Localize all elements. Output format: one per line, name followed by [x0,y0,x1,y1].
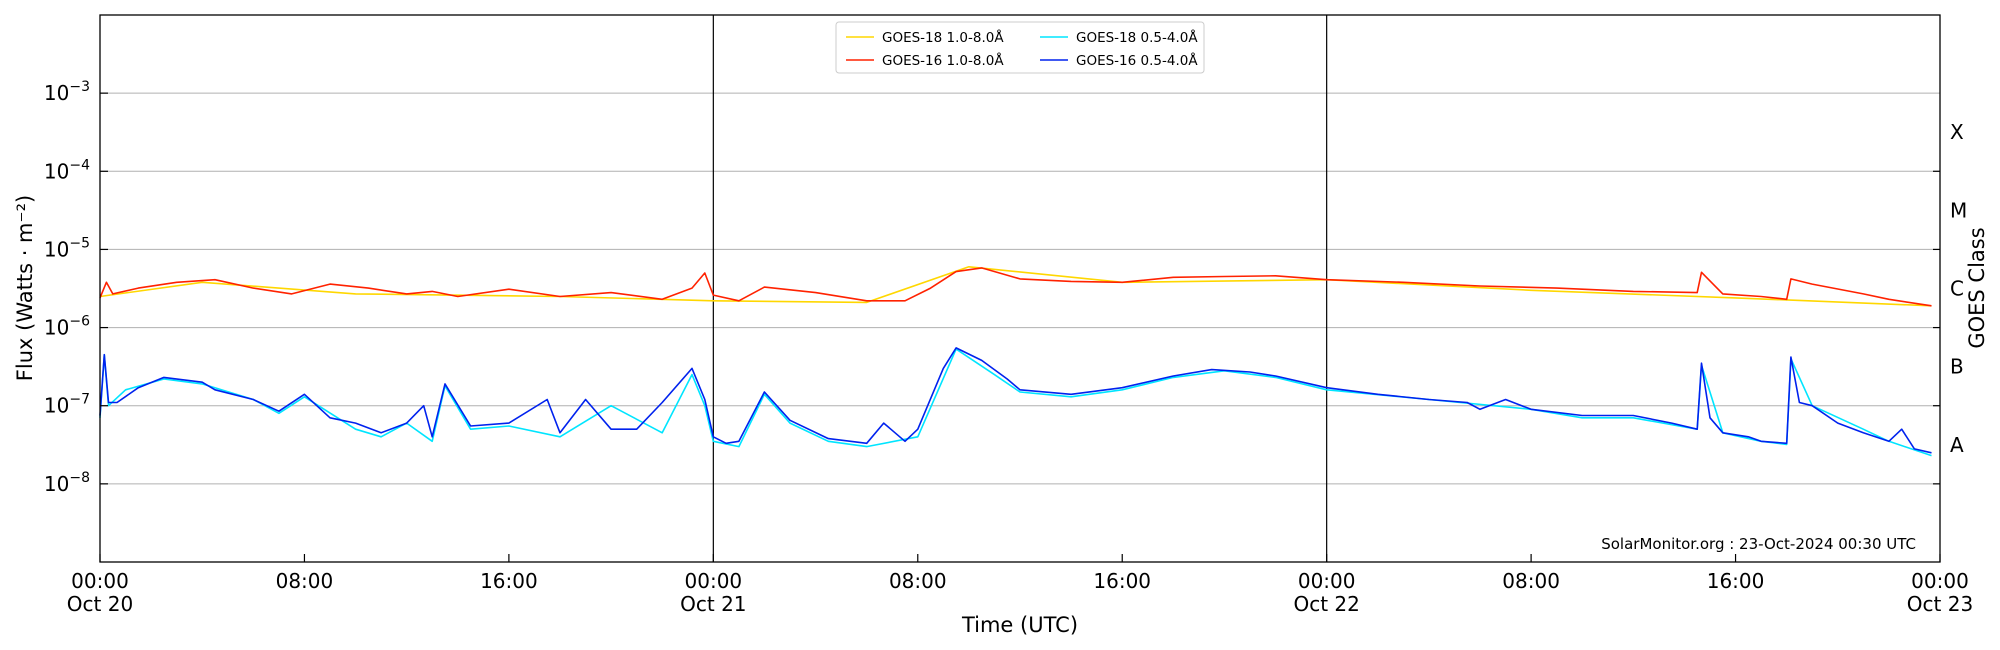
goes-class-label-x: X [1950,120,1964,144]
y-axis-title: Flux (Watts · m⁻²) [13,195,37,381]
plot-frame [99,14,1941,563]
x-tick-time-label: 08:00 [276,569,334,593]
x-tick-time-label: 16:00 [1707,569,1765,593]
x-tick-time-label: 16:00 [1093,569,1151,593]
x-tick-time-label: 16:00 [480,569,538,593]
x-tick-time-label: 08:00 [1502,569,1560,593]
legend-label-1: GOES-18 1.0-8.0Å [882,29,1004,46]
x-tick-time-label: 00:00 [685,569,743,593]
day-boundary-layer [712,15,1328,562]
series-line-4 [99,347,1932,454]
x-tick-date-label: Oct 21 [680,592,746,616]
y-tick-label: 10−7 [44,392,90,418]
legend-label-3: GOES-18 0.5-4.0Å [1076,29,1198,46]
x-axis-title: Time (UTC) [961,613,1078,637]
goes-class-label-m: M [1950,198,1967,222]
x-tick-time-label: 00:00 [1298,569,1356,593]
y-tick-label: 10−5 [44,235,90,261]
series-layer [99,265,1932,457]
legend-box [835,21,1205,74]
credit-text: SolarMonitor.org : 23-Oct-2024 00:30 UTC [1601,535,1916,553]
y-axis: 10−8 10−7 10−6 10−5 10−4 10−3 [44,79,108,496]
y-tick-label: 10−6 [44,314,90,340]
series-line-3 [99,348,1932,457]
goes-class-label-a: A [1950,433,1964,457]
y-tick-label: 10−8 [44,470,90,496]
legend-label-2: GOES-16 1.0-8.0Å [882,52,1004,69]
goes-class-axis-title: GOES Class [1965,227,1989,348]
goes-class-axis: A B C M X [1933,120,1967,485]
legend-label-4: GOES-16 0.5-4.0Å [1076,52,1198,69]
series-line-1 [99,265,1932,307]
goes-class-label-b: B [1950,355,1964,379]
grid-layer [100,92,1940,485]
legend: GOES-18 1.0-8.0Å GOES-16 1.0-8.0Å GOES-18 … [835,21,1205,74]
x-tick-date-label: Oct 23 [1907,592,1973,616]
y-tick-label: 10−3 [44,79,90,105]
series-line-2 [99,267,1932,307]
x-tick-time-label: 00:00 [1911,569,1969,593]
goes-class-label-c: C [1950,277,1964,301]
x-tick-date-label: Oct 22 [1293,592,1359,616]
x-tick-time-label: 08:00 [889,569,947,593]
x-tick-date-label: Oct 20 [67,592,133,616]
x-tick-time-label: 00:00 [71,569,129,593]
y-tick-label: 10−4 [44,157,90,183]
